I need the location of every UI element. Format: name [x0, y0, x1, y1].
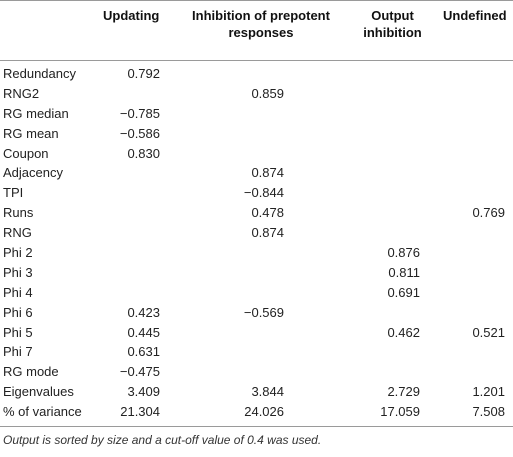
- cell-inhibition-prepotent: 24.026: [244, 404, 284, 420]
- cell-updating: −0.475: [119, 364, 160, 380]
- cell-updating: 0.792: [127, 66, 160, 81]
- row-label: Phi 4: [3, 284, 33, 300]
- cell-updating: −0.785: [119, 105, 160, 121]
- table-body: Redundancy 0.792 RNG2 0.859 RG median −0.785 R…: [0, 64, 513, 422]
- table-row: Phi 7 0.631: [0, 342, 513, 362]
- table-row: Phi 5 0.445 0.462 0.521: [0, 323, 513, 343]
- row-label: RNG: [3, 225, 32, 241]
- cell-undefined: 0.521: [472, 324, 505, 340]
- table-row: RG median −0.785: [0, 104, 513, 124]
- row-label: Eigenvalues: [3, 384, 74, 400]
- header-inhibition-prepotent: Inhibition of prepotent responses: [192, 8, 330, 40]
- header-updating: Updating: [103, 8, 160, 23]
- table-row: Coupon 0.830: [0, 144, 513, 164]
- cell-output-inhibition: 0.876: [387, 245, 420, 261]
- cell-output-inhibition: 17.059: [380, 404, 420, 420]
- table-row: % of variance 21.304 24.026 17.059 7.508: [0, 402, 513, 422]
- row-label: Adjacency: [3, 165, 63, 181]
- row-label: Redundancy: [3, 66, 76, 81]
- cell-updating: 0.445: [127, 324, 160, 340]
- row-label: % of variance: [3, 404, 82, 420]
- table-row: Phi 6 0.423 −0.569: [0, 303, 513, 323]
- cell-updating: 0.830: [127, 145, 160, 161]
- cell-inhibition-prepotent: 0.478: [251, 205, 284, 221]
- table-row: Eigenvalues 3.409 3.844 2.729 1.201: [0, 382, 513, 402]
- row-label: RNG2: [3, 85, 40, 101]
- cell-inhibition-prepotent: 0.859: [251, 85, 284, 101]
- row-label: Phi 6: [3, 304, 33, 320]
- table-row: Runs 0.478 0.769: [0, 203, 513, 223]
- table-row: RNG2 0.859: [0, 84, 513, 104]
- table-row: Phi 3 0.811: [0, 263, 513, 283]
- cell-output-inhibition: 0.462: [387, 324, 420, 340]
- row-label: Coupon: [3, 145, 49, 161]
- table-bottom-rule: [0, 426, 513, 427]
- row-label: RG mean: [3, 125, 59, 141]
- table-row: Phi 4 0.691: [0, 283, 513, 303]
- row-label: Runs: [3, 205, 34, 221]
- table-row: RG mean −0.586: [0, 124, 513, 144]
- cell-undefined: 1.201: [472, 384, 505, 400]
- row-label: RG mode: [3, 364, 59, 380]
- table-footnote: Output is sorted by size and a cut-off v…: [3, 433, 322, 447]
- row-label: RG median: [3, 105, 69, 121]
- header-undefined: Undefined: [443, 8, 507, 23]
- table-row: RNG 0.874: [0, 223, 513, 243]
- cell-inhibition-prepotent: 0.874: [251, 225, 284, 241]
- cell-output-inhibition: 0.811: [388, 264, 420, 280]
- table-row: RG mode −0.475: [0, 362, 513, 382]
- table-header-rule: [0, 60, 513, 61]
- cell-updating: 3.409: [127, 384, 160, 400]
- cell-updating: 0.631: [127, 344, 160, 360]
- cell-updating: −0.586: [119, 125, 160, 141]
- table-row: Phi 2 0.876: [0, 243, 513, 263]
- cell-output-inhibition: 0.691: [387, 284, 420, 300]
- table-row: Redundancy 0.792: [0, 64, 513, 84]
- cell-inhibition-prepotent: 3.844: [251, 384, 284, 400]
- cell-output-inhibition: 2.729: [387, 384, 420, 400]
- cell-updating: 21.304: [120, 404, 160, 420]
- row-label: Phi 2: [3, 245, 33, 261]
- cell-undefined: 0.769: [472, 205, 505, 221]
- row-label: Phi 5: [3, 324, 33, 340]
- header-output-inhibition: Output inhibition: [363, 8, 422, 40]
- row-label: Phi 3: [3, 264, 33, 280]
- cell-inhibition-prepotent: −0.844: [243, 185, 284, 201]
- cell-undefined: 7.508: [472, 404, 505, 420]
- cell-inhibition-prepotent: −0.569: [243, 304, 284, 320]
- table-top-rule: [0, 0, 513, 1]
- table-row: Adjacency 0.874: [0, 163, 513, 183]
- table-row: TPI −0.844: [0, 183, 513, 203]
- row-label: Phi 7: [3, 344, 33, 360]
- cell-inhibition-prepotent: 0.874: [251, 165, 284, 181]
- row-label: TPI: [3, 185, 24, 201]
- cell-updating: 0.423: [127, 304, 160, 320]
